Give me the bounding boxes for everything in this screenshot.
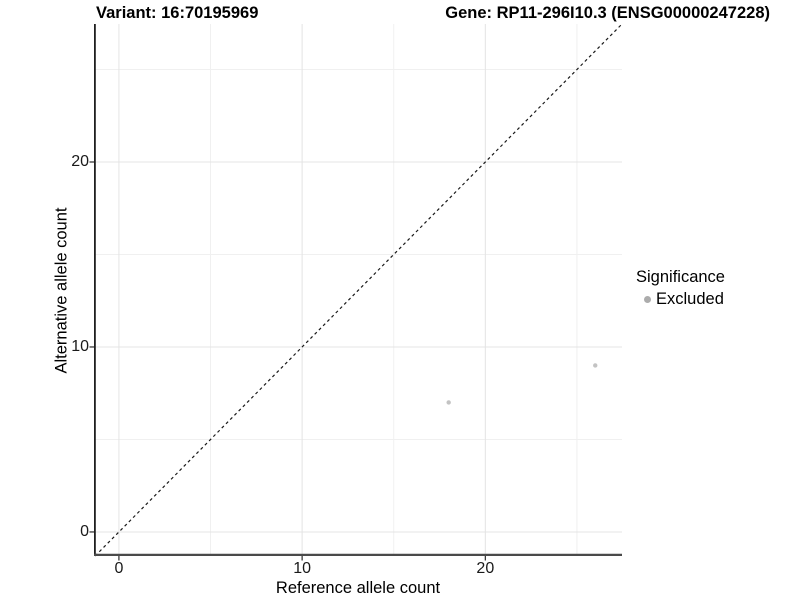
legend: Significance Excluded [636,268,725,309]
plot-panel [89,23,623,561]
y-axis-label: Alternative allele count [52,207,71,374]
x-tick-label: 0 [114,560,124,577]
legend-key-dot-icon [644,296,651,303]
x-tick-label: 10 [293,560,311,577]
legend-entry-label: Excluded [656,290,724,308]
x-axis-label: Reference allele count [275,579,441,597]
y-tick-label: 20 [71,152,89,170]
data-point [593,363,598,368]
plot-title-gene: Gene: RP11-296I10.3 (ENSG00000247228) [445,4,770,22]
y-tick-label: 0 [80,522,89,540]
legend-title: Significance [636,268,725,286]
legend-entry-excluded: Excluded [636,290,725,309]
x-tick-label: 20 [476,560,495,577]
identity-line [94,23,623,557]
plot-title-variant: Variant: 16:70195969 [96,4,259,22]
data-point [446,400,451,405]
plot-canvas [89,23,623,561]
y-tick-label: 10 [71,337,89,355]
